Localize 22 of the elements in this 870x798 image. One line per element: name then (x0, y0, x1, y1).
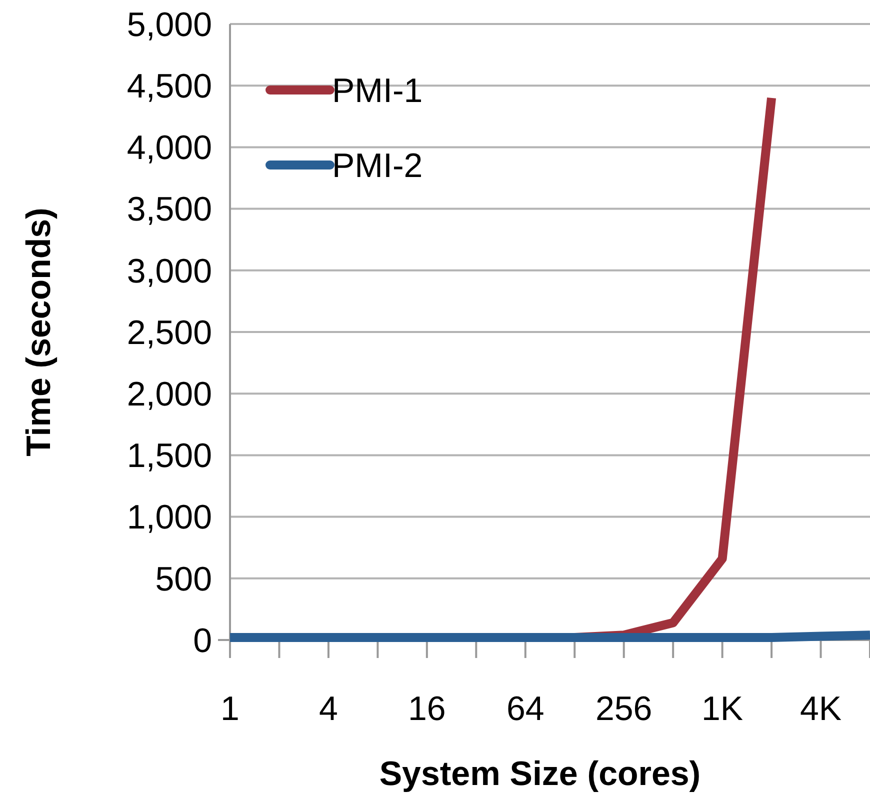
legend-label: PMI-1 (332, 72, 423, 110)
x-tick-label: 1 (220, 690, 240, 728)
y-tick-label: 1,000 (126, 498, 212, 537)
legend-label: PMI-2 (332, 146, 423, 185)
y-tick-label: 3,500 (126, 190, 212, 229)
y-tick-label: 1,500 (126, 437, 212, 476)
x-tick-label: 4 (319, 690, 338, 728)
y-tick-label: 3,000 (126, 252, 212, 290)
x-tick-label: 16 (408, 690, 446, 728)
x-tick-label: 4K (800, 690, 842, 728)
y-tick-label: 4,500 (126, 68, 212, 106)
x-tick-label: 1K (702, 690, 744, 728)
x-tick-label: 64 (506, 690, 544, 728)
y-tick-label: 5,000 (126, 6, 212, 44)
y-axis-title: Time (seconds) (20, 208, 58, 456)
x-tick-label: 256 (595, 690, 652, 728)
y-tick-label: 2,000 (126, 376, 212, 414)
x-axis-title: System Size (cores) (379, 755, 701, 793)
y-tick-label: 500 (155, 560, 212, 598)
y-tick-label: 4,000 (126, 129, 212, 168)
y-tick-label: 0 (193, 622, 212, 660)
y-tick-label: 2,500 (126, 314, 212, 352)
